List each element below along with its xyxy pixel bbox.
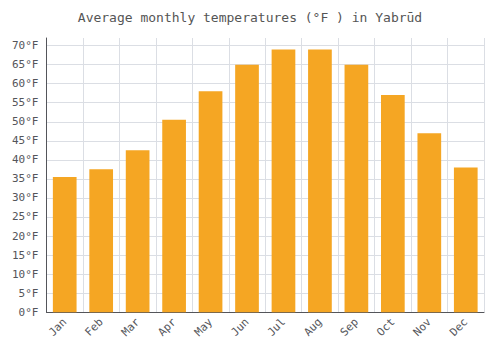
svg-text:25°F: 25°F	[12, 210, 39, 223]
svg-text:5°F: 5°F	[19, 287, 39, 300]
svg-text:Oct: Oct	[374, 316, 397, 339]
svg-text:Apr: Apr	[155, 315, 178, 338]
svg-text:15°F: 15°F	[12, 249, 39, 262]
svg-text:60°F: 60°F	[12, 77, 39, 90]
svg-text:May: May	[192, 315, 215, 338]
svg-text:Mar: Mar	[119, 315, 142, 338]
svg-text:30°F: 30°F	[12, 191, 39, 204]
svg-text:Aug: Aug	[301, 316, 324, 339]
svg-text:Nov: Nov	[411, 315, 434, 338]
svg-text:35°F: 35°F	[12, 172, 39, 185]
svg-text:50°F: 50°F	[12, 115, 39, 128]
svg-text:Dec: Dec	[447, 316, 470, 339]
svg-text:Jul: Jul	[265, 316, 288, 339]
svg-text:Jun: Jun	[228, 316, 251, 339]
svg-text:40°F: 40°F	[12, 153, 39, 166]
svg-text:10°F: 10°F	[12, 268, 39, 281]
svg-text:70°F: 70°F	[12, 39, 39, 52]
svg-text:Average monthly temperatures (: Average monthly temperatures (°F ) in Ya…	[78, 10, 422, 25]
svg-text:Sep: Sep	[338, 316, 361, 339]
svg-text:Feb: Feb	[83, 316, 106, 339]
svg-text:20°F: 20°F	[12, 230, 39, 243]
svg-text:65°F: 65°F	[12, 58, 39, 71]
svg-text:55°F: 55°F	[12, 96, 39, 109]
svg-text:0°F: 0°F	[19, 306, 39, 319]
svg-text:45°F: 45°F	[12, 134, 39, 147]
svg-text:Jan: Jan	[46, 316, 69, 339]
